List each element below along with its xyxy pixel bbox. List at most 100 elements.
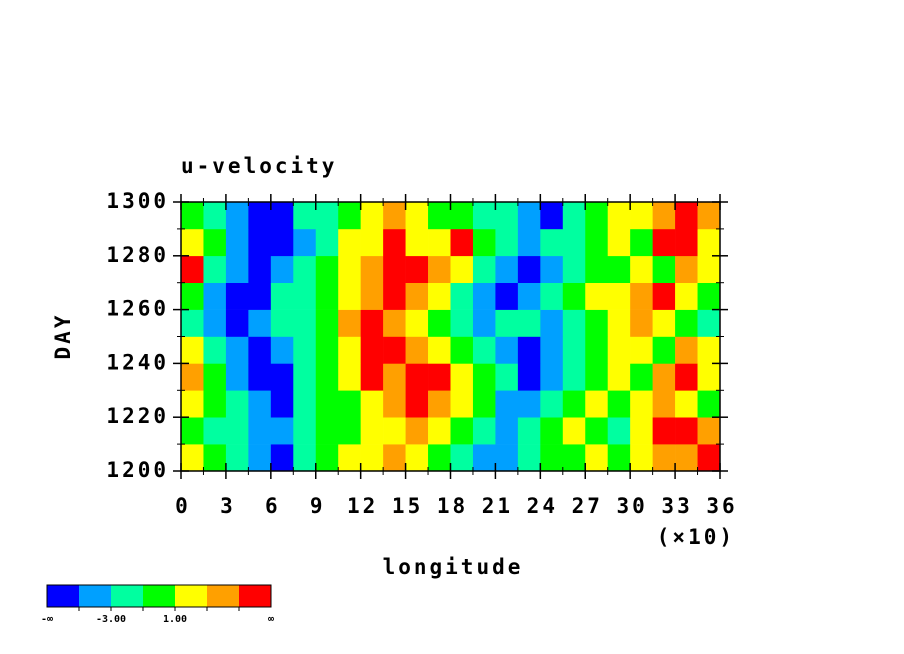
cell <box>472 390 496 418</box>
y-tick-label: 1220 <box>106 404 169 428</box>
cell <box>607 363 631 391</box>
cell <box>248 444 272 472</box>
cell <box>225 390 249 418</box>
cell <box>495 363 519 391</box>
cell <box>585 309 609 337</box>
cell <box>472 282 496 310</box>
cell <box>517 363 541 391</box>
cell <box>607 417 631 445</box>
cell <box>495 444 519 472</box>
cell <box>181 336 204 364</box>
cell <box>540 336 564 364</box>
cell <box>405 202 429 230</box>
cell <box>315 417 339 445</box>
cell <box>562 255 586 283</box>
cell <box>383 417 406 445</box>
cell <box>405 417 429 445</box>
cell <box>428 282 451 310</box>
cell <box>293 309 317 337</box>
cell <box>630 282 653 310</box>
cell <box>315 202 339 230</box>
x-tick-label: 12 <box>347 494 378 518</box>
cell <box>562 417 586 445</box>
cell <box>383 336 406 364</box>
cell <box>517 255 541 283</box>
x-tick-label: 6 <box>265 494 281 518</box>
x-tick-label: 0 <box>175 494 191 518</box>
cell <box>450 202 474 230</box>
cell <box>293 228 317 257</box>
cell <box>360 417 384 445</box>
cell <box>495 390 519 418</box>
cell <box>383 363 406 391</box>
cell <box>248 202 272 230</box>
cell <box>428 444 451 472</box>
cell <box>270 417 294 445</box>
cell <box>585 282 609 310</box>
cell <box>248 309 272 337</box>
cell <box>360 444 384 472</box>
cell <box>585 363 609 391</box>
cell <box>607 444 631 472</box>
cell <box>405 363 429 391</box>
cell <box>203 444 227 472</box>
colorbar-box <box>143 585 175 607</box>
cell <box>181 417 204 445</box>
x-tick-label: 24 <box>527 494 558 518</box>
cell <box>293 336 317 364</box>
cell <box>203 336 227 364</box>
cell <box>630 228 653 257</box>
cell <box>181 202 204 230</box>
cell <box>517 228 541 257</box>
cell <box>675 255 698 283</box>
cell <box>293 417 317 445</box>
cell <box>315 255 339 283</box>
cell <box>697 363 721 391</box>
cell <box>248 282 272 310</box>
cell <box>270 228 294 257</box>
cell <box>181 282 204 310</box>
x-tick-label: 18 <box>437 494 468 518</box>
cell <box>450 228 474 257</box>
cell <box>383 390 406 418</box>
cell <box>203 309 227 337</box>
cell <box>585 336 609 364</box>
cell <box>315 228 339 257</box>
cell <box>270 202 294 230</box>
cell <box>630 202 653 230</box>
colorbar-box <box>79 585 111 607</box>
cell <box>203 363 227 391</box>
cell <box>293 202 317 230</box>
cell <box>405 228 429 257</box>
cell <box>495 336 519 364</box>
cell <box>270 282 294 310</box>
colorbar-box <box>111 585 143 607</box>
cell <box>472 202 496 230</box>
colorbar-box <box>47 585 79 607</box>
cell <box>562 228 586 257</box>
x-axis-label: longitude <box>383 555 524 579</box>
cell <box>585 255 609 283</box>
cell <box>360 282 384 310</box>
cell <box>540 417 564 445</box>
cell <box>562 309 586 337</box>
y-tick-label: 1240 <box>106 350 169 374</box>
cell <box>383 255 406 283</box>
cell <box>607 282 631 310</box>
cell <box>675 363 698 391</box>
cell <box>270 444 294 472</box>
cell <box>338 255 361 283</box>
cell <box>652 255 676 283</box>
cell <box>270 309 294 337</box>
cell <box>562 444 586 472</box>
cell <box>675 202 698 230</box>
cell <box>450 390 474 418</box>
colorbar-label: 1.00 <box>163 614 187 625</box>
cell <box>472 417 496 445</box>
cell <box>607 336 631 364</box>
cell <box>540 309 564 337</box>
cell <box>630 363 653 391</box>
cell <box>675 228 698 257</box>
cell <box>338 336 361 364</box>
cell <box>225 255 249 283</box>
